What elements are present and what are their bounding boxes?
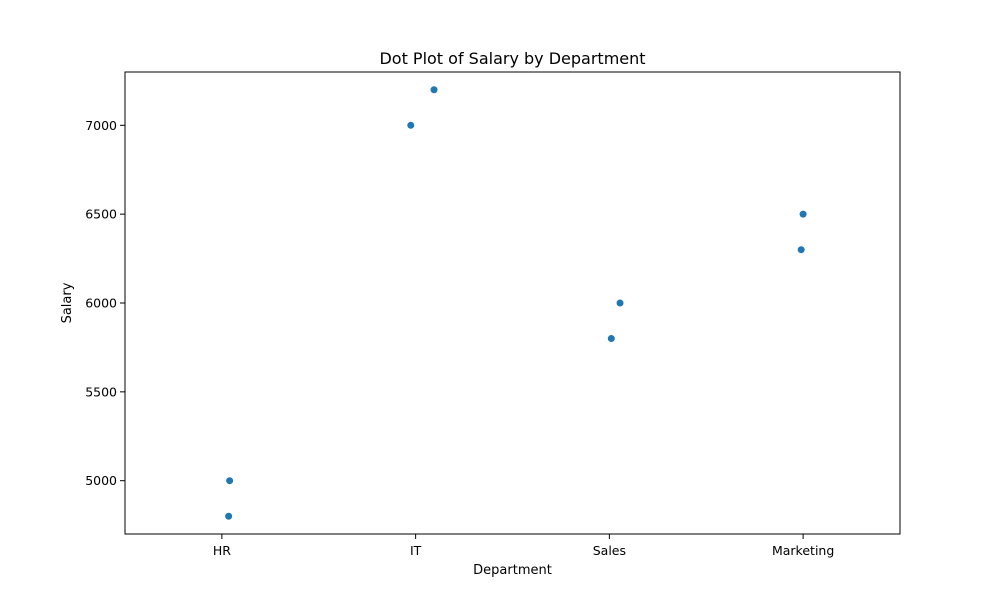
y-tick-label: 6000 xyxy=(85,296,117,311)
x-tick-label: Marketing xyxy=(772,543,834,558)
y-tick-label: 7000 xyxy=(85,118,117,133)
x-tick-label: HR xyxy=(213,543,231,558)
y-axis-label: Salary xyxy=(60,282,75,323)
data-point xyxy=(430,86,438,94)
x-axis: HR IT Sales Marketing xyxy=(213,534,834,558)
y-tick-label: 6500 xyxy=(85,207,117,222)
plot-area-frame xyxy=(124,71,901,535)
x-tick-label: IT xyxy=(410,543,422,558)
x-tick-label: Sales xyxy=(593,543,626,558)
y-axis: 5000 5500 6000 6500 7000 xyxy=(85,118,125,488)
data-points xyxy=(225,86,807,520)
x-axis-label: Department xyxy=(473,563,552,578)
y-tick-label: 5000 xyxy=(85,473,117,488)
data-point xyxy=(225,512,233,520)
data-point xyxy=(616,299,624,307)
data-point xyxy=(226,477,234,485)
chart-title: Dot Plot of Salary by Department xyxy=(379,49,645,68)
data-point xyxy=(607,335,615,343)
y-tick-label: 5500 xyxy=(85,384,117,399)
data-point xyxy=(797,246,805,254)
data-point xyxy=(407,121,415,129)
data-point xyxy=(799,210,807,218)
